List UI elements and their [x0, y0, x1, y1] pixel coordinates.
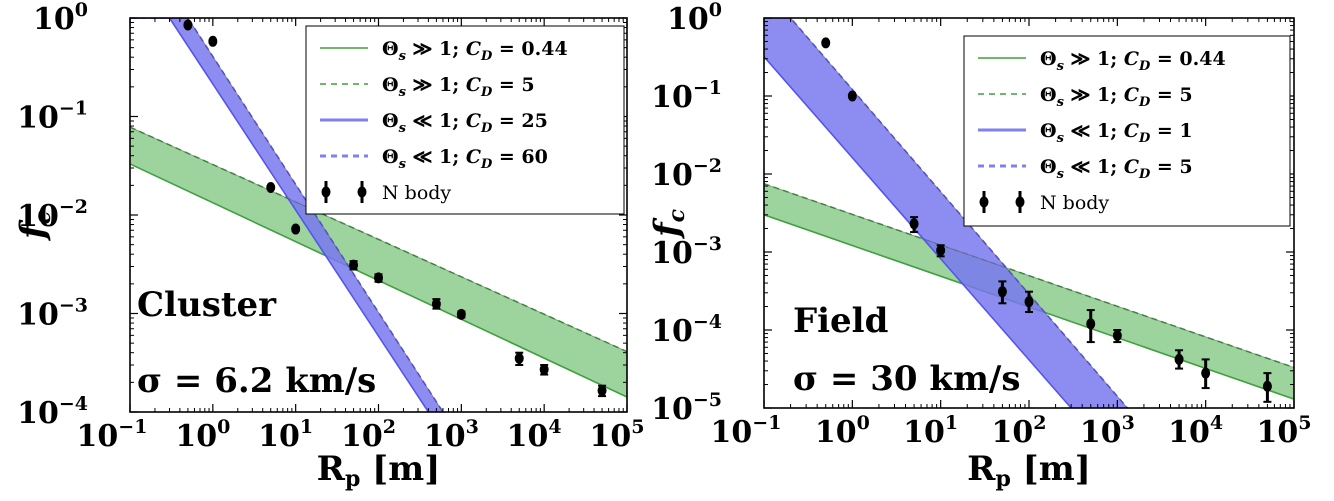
x-tick-label: 101 — [258, 416, 313, 454]
y-tick-label: 10−4 — [651, 311, 722, 349]
legend-marker-1 — [1015, 196, 1025, 208]
y-tick-label: 100 — [33, 0, 88, 37]
x-tick-label: 103 — [1080, 412, 1135, 450]
data-point-8 — [514, 352, 524, 364]
legend-label-3: Θs ≪ 1; CD = 5 — [1040, 156, 1193, 182]
legend-label-0: Θs ≫ 1; CD = 0.44 — [1040, 48, 1226, 74]
y-axis-label: fc — [647, 208, 690, 239]
data-point-1 — [847, 90, 857, 102]
data-point-9 — [1201, 367, 1211, 379]
x-axis-label: Rp [m] — [317, 449, 441, 492]
data-point-5 — [374, 272, 383, 284]
y-tick-label: 10−5 — [651, 389, 722, 427]
data-point-7 — [456, 308, 466, 320]
x-tick-label: 105 — [590, 416, 645, 454]
x-tick-label: 102 — [341, 416, 396, 454]
y-tick-label: 10−2 — [17, 196, 88, 234]
data-point-10 — [597, 385, 607, 397]
panel-annotation-sigma: σ = 6.2 km/s — [137, 361, 376, 401]
y-tick-label: 10−1 — [17, 98, 88, 136]
legend-label-1: Θs ≫ 1; CD = 5 — [382, 74, 535, 100]
panel-annotation-title: Field — [793, 301, 888, 341]
legend-label-0: Θs ≫ 1; CD = 0.44 — [382, 38, 568, 64]
legend-label-2: Θs ≪ 1; CD = 1 — [1040, 120, 1193, 146]
legend-marker-0 — [979, 196, 989, 208]
legend: Θs ≫ 1; CD = 0.44 Θs ≫ 1; CD = 5 Θs ≪ 1; C… — [305, 25, 625, 215]
data-point-6 — [431, 298, 441, 310]
x-tick-label: 102 — [992, 412, 1047, 450]
legend-label-4: N body — [382, 182, 451, 204]
data-point-0 — [183, 19, 193, 31]
y-tick-label: 10−4 — [17, 393, 88, 431]
x-tick-label: 103 — [424, 416, 479, 454]
band-fill-0 — [130, 127, 627, 397]
band-edge-1 — [764, 18, 1128, 408]
data-point-10 — [1262, 380, 1272, 392]
chart-panel-cluster: 10−1 100 101 102 103 104 105 10−4 10−3 10−2 10−1 10… — [13, 0, 644, 492]
data-point-8 — [1174, 353, 1184, 365]
x-tick-label: 104 — [1168, 412, 1223, 450]
chart-panel-field: 10−1 100 101 102 103 104 105 10−5 10−4 10−3 10−2 10… — [647, 0, 1311, 492]
legend-marker-0 — [321, 186, 331, 198]
data-point-7 — [1112, 330, 1122, 342]
legend: Θs ≫ 1; CD = 0.44 Θs ≫ 1; CD = 5 Θs ≪ 1; C… — [963, 35, 1291, 227]
panel-annotation-sigma: σ = 30 km/s — [793, 359, 1020, 399]
data-point-2 — [266, 182, 276, 194]
data-point-4 — [349, 259, 359, 271]
x-tick-label: 101 — [903, 412, 958, 450]
x-tick-label: 100 — [815, 412, 870, 450]
legend-label-1: Θs ≫ 1; CD = 5 — [1040, 84, 1193, 110]
x-tick-label: 100 — [175, 416, 230, 454]
legend-label-4: N body — [1040, 192, 1109, 214]
data-point-2 — [909, 218, 919, 230]
y-tick-label: 10−1 — [651, 77, 722, 115]
data-point-5 — [1024, 296, 1034, 308]
band-edge-0 — [764, 183, 1294, 368]
band-lower-line-1 — [130, 18, 430, 412]
y-tick-label: 10−2 — [651, 155, 722, 193]
plot-area — [130, 18, 627, 412]
data-point-3 — [291, 223, 301, 235]
legend-label-2: Θs ≪ 1; CD = 25 — [382, 110, 548, 136]
y-tick-label: 10−3 — [651, 233, 722, 271]
y-axis-label: fc — [13, 210, 56, 241]
legend-marker-1 — [357, 186, 367, 198]
band-fill-1 — [130, 18, 443, 412]
y-tick-label: 100 — [667, 0, 722, 37]
y-tick-label: 10−3 — [17, 295, 88, 333]
x-tick-label: 10−1 — [711, 412, 782, 450]
x-axis-label: Rp [m] — [967, 449, 1091, 492]
x-tick-label: 10−1 — [77, 416, 148, 454]
data-point-4 — [997, 286, 1007, 298]
data-point-0 — [821, 37, 831, 49]
x-tick-label: 105 — [1257, 412, 1312, 450]
data-point-9 — [539, 364, 549, 376]
data-point-1 — [208, 35, 218, 47]
data-point-6 — [1086, 318, 1096, 330]
band-fill-1 — [764, 18, 1128, 408]
band-edge-1 — [130, 18, 444, 412]
plot-area — [764, 18, 1294, 408]
legend-label-3: Θs ≪ 1; CD = 60 — [382, 146, 548, 172]
band-edge-0 — [130, 126, 627, 353]
panel-annotation-title: Cluster — [137, 285, 277, 325]
x-tick-label: 104 — [507, 416, 562, 454]
data-point-3 — [936, 244, 946, 256]
